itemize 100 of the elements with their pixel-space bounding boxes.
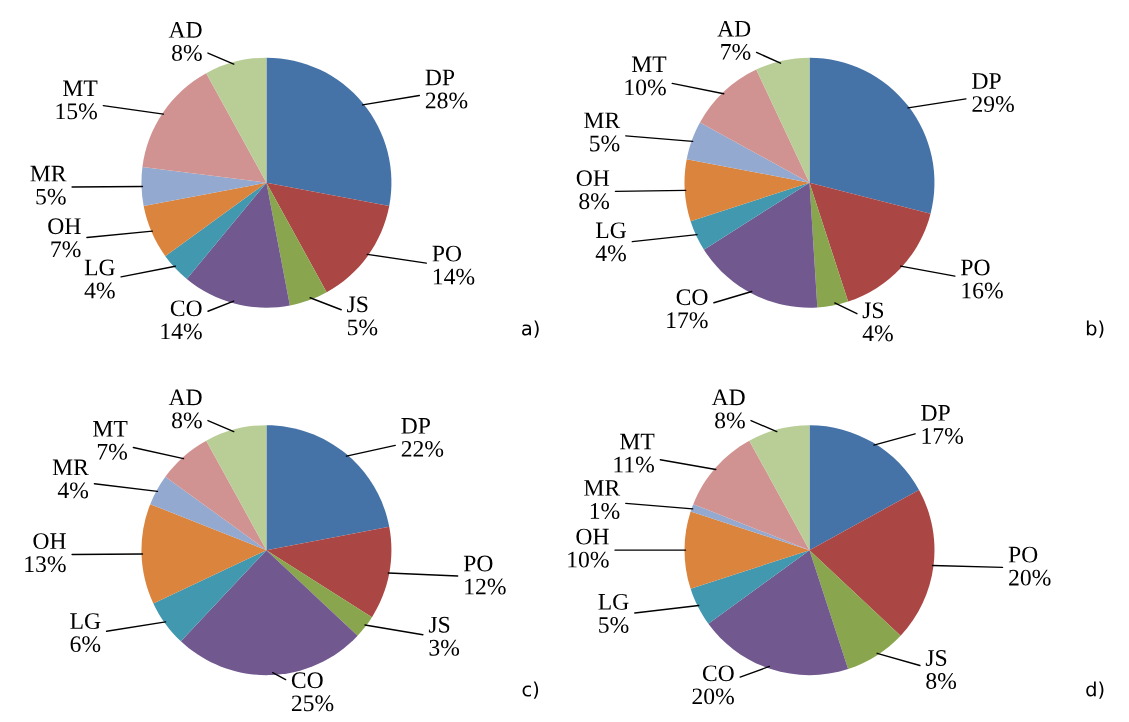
slice-label: OH: [576, 170, 610, 187]
slice-label: LG: [595, 222, 627, 239]
pie-slice: [756, 57, 810, 183]
data-label: 8%: [172, 44, 202, 61]
data-label: 12%: [465, 578, 506, 595]
slice-label: DP: [425, 69, 455, 86]
data-label: 20%: [1009, 569, 1051, 586]
slice-label: DP: [921, 405, 950, 421]
text: d): [1086, 681, 1104, 699]
pie-slice: [153, 550, 267, 642]
pie-slice: [150, 476, 267, 551]
data-label: 8%: [926, 673, 957, 690]
pie-slice: [165, 182, 267, 279]
slice-label: LG: [84, 259, 115, 276]
slice-label: OH: [576, 528, 609, 545]
pie-slice: [266, 182, 390, 293]
data-label: 10%: [625, 79, 666, 96]
text: c): [522, 681, 539, 699]
data-label: 13%: [25, 556, 66, 573]
pie-slice: [699, 69, 810, 183]
data-label: 4%: [595, 245, 626, 262]
slice-label: PO: [432, 245, 462, 262]
pie-slice: [690, 550, 810, 624]
data-label: 5%: [36, 188, 66, 205]
data-label: 5%: [599, 616, 629, 633]
pie-slice: [266, 550, 372, 636]
pie-slice: [266, 425, 390, 551]
pie-slice: [141, 167, 267, 207]
pie-slice: [686, 122, 810, 183]
pie-slice: [684, 159, 810, 222]
pie-slice: [809, 425, 920, 551]
data-label: 6%: [70, 636, 101, 653]
slice-label: AD: [717, 20, 751, 37]
slice-label: JS: [428, 616, 450, 633]
slice-label: CO: [291, 672, 323, 689]
data-label: 5%: [590, 135, 620, 152]
data-label: 7%: [51, 241, 81, 258]
slice-label: JS: [925, 650, 947, 666]
data-label: 28%: [425, 92, 468, 109]
pie-slice: [141, 504, 267, 604]
data-label: 17%: [667, 312, 708, 329]
text: a): [522, 320, 539, 338]
pie-slice: [143, 182, 267, 257]
slice-label: MR: [30, 165, 67, 182]
data-label: 8%: [715, 412, 745, 429]
slice-label: AD: [168, 389, 202, 406]
data-label: 22%: [401, 440, 444, 457]
slice-label: DP: [972, 73, 1001, 89]
data-label: 25%: [291, 695, 334, 712]
slice-label: CO: [170, 300, 202, 317]
slice-label: PO: [1008, 546, 1038, 563]
slice-label: JS: [347, 296, 368, 313]
slice-label: AD: [711, 389, 745, 406]
pie-slice: [206, 425, 267, 551]
data-label: 1%: [590, 502, 620, 519]
data-label: 4%: [84, 282, 115, 299]
slice-label: CO: [702, 665, 734, 682]
slice-label: LG: [70, 613, 101, 630]
pie-slice: [809, 550, 901, 670]
data-label: 3%: [429, 639, 460, 656]
pie-slice: [809, 57, 935, 214]
slice-label: MT: [63, 80, 98, 97]
slice-label: MT: [620, 433, 655, 450]
slice-label: LG: [598, 593, 629, 610]
data-label: 5%: [347, 319, 378, 336]
data-label: 10%: [568, 551, 609, 568]
data-label: 8%: [579, 193, 610, 210]
slice-label: MT: [93, 421, 128, 437]
data-label: 29%: [972, 96, 1014, 113]
slice-label: MR: [584, 112, 621, 129]
slice-label: CO: [676, 289, 708, 306]
pie-slice: [266, 526, 392, 618]
pie-slice: [142, 73, 267, 183]
data-label: 15%: [56, 103, 97, 120]
data-label: 4%: [862, 325, 893, 342]
pie-slice: [266, 182, 327, 306]
pie-slice: [809, 489, 935, 636]
pie-slice: [749, 425, 810, 551]
slice-label: PO: [961, 259, 990, 276]
data-label: 7%: [721, 43, 751, 60]
pie-slice: [693, 440, 810, 551]
pie-slice: [206, 57, 267, 183]
pie-slice: [809, 182, 931, 302]
slice-label: JS: [862, 302, 884, 319]
slice-label: OH: [48, 218, 81, 235]
slice-label: MR: [584, 480, 621, 496]
data-label: 14%: [161, 323, 202, 340]
slice-label: MT: [631, 56, 667, 73]
pie-slice: [690, 504, 810, 551]
data-label: 14%: [433, 268, 475, 285]
data-label: 17%: [922, 427, 963, 444]
slice-label: PO: [463, 555, 493, 572]
text: b): [1086, 320, 1104, 338]
slice-label: DP: [401, 418, 430, 434]
pie-slice: [684, 511, 810, 589]
data-label: 7%: [97, 443, 128, 460]
slice-label: MR: [52, 459, 89, 476]
pie-slice: [165, 440, 267, 551]
data-label: 4%: [57, 482, 89, 499]
data-label: 11%: [614, 456, 654, 473]
